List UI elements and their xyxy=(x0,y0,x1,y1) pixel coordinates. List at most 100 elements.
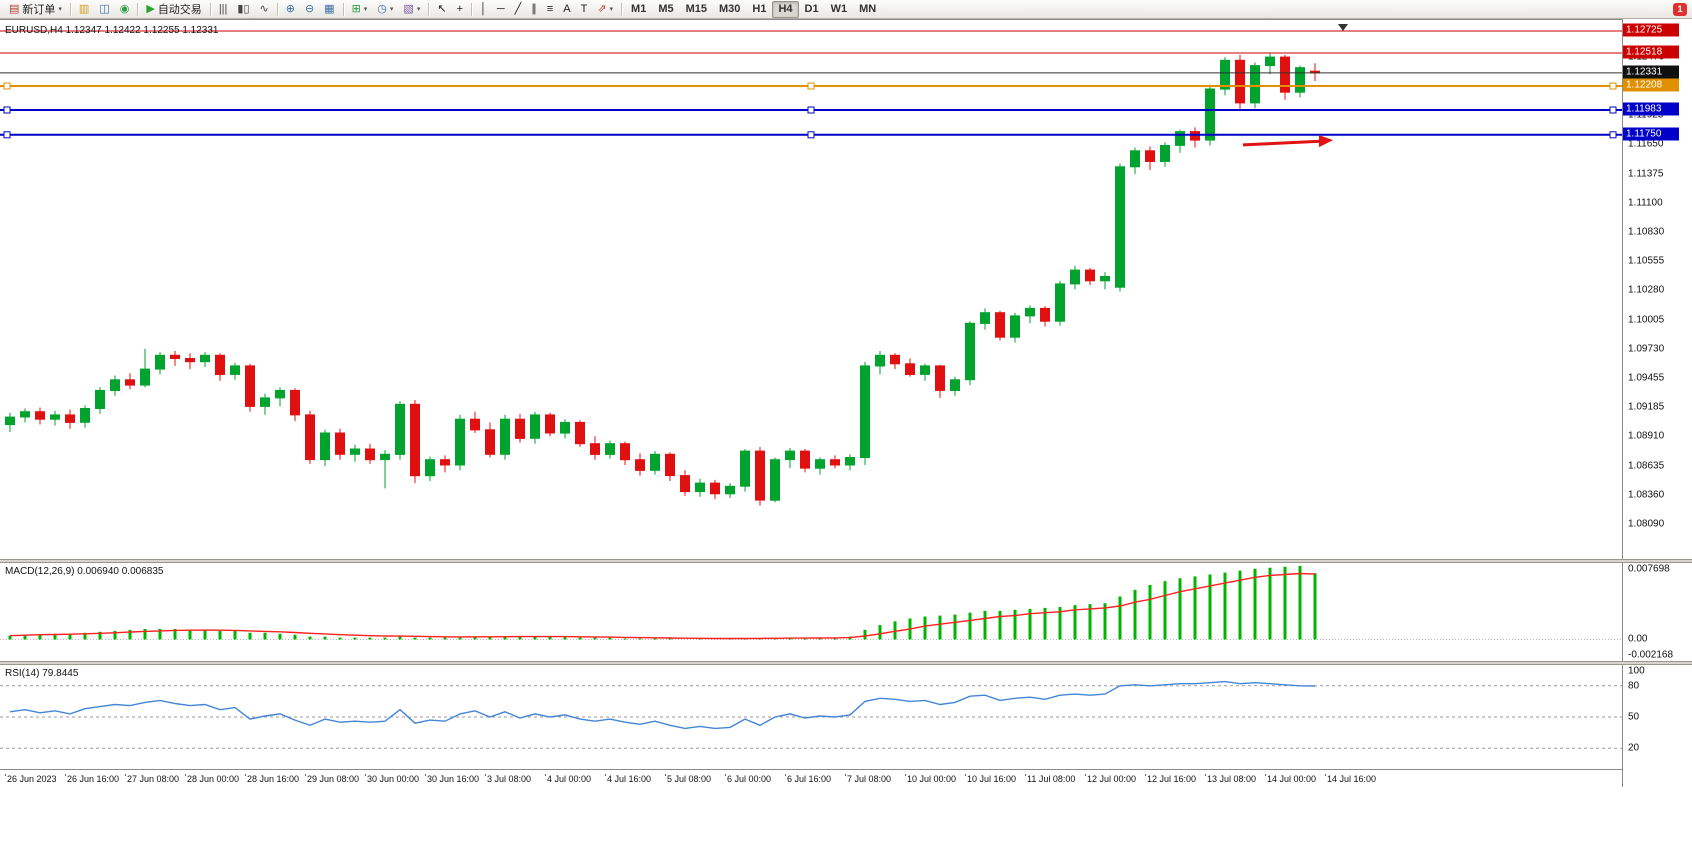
price-tick-label: 1.08360 xyxy=(1628,489,1665,501)
periods-button[interactable]: ◷ ▾ xyxy=(372,1,398,18)
macd-label: MACD(12,26,9) 0.006940 0.006835 xyxy=(5,566,164,577)
price-tick-label: 1.10005 xyxy=(1628,314,1665,326)
timeframe-mn-button[interactable]: MN xyxy=(853,1,882,18)
time-tick-label: 29 Jun 08:00 xyxy=(305,774,360,784)
price-scale[interactable]: 1.124701.121951.119251.116501.113751.111… xyxy=(1622,19,1692,787)
timeframe-h1-button-label: H1 xyxy=(752,3,767,15)
time-tick-label: 28 Jun 16:00 xyxy=(245,774,300,784)
time-tick-label: 13 Jul 08:00 xyxy=(1205,774,1257,784)
line-chart-button[interactable]: ∿ xyxy=(255,1,274,18)
time-tick-label: 12 Jul 16:00 xyxy=(1145,774,1197,784)
zoom-in-button[interactable]: ⊕ xyxy=(281,1,300,18)
timeframe-w1-button[interactable]: W1 xyxy=(825,1,854,18)
tile-windows-button[interactable]: ▦ xyxy=(319,1,339,18)
timeframe-m30-button[interactable]: M30 xyxy=(713,1,746,18)
new-order-button[interactable]: ▤ 新订单 ▾ xyxy=(4,1,67,18)
rsi-tick-label: 50 xyxy=(1628,711,1640,723)
timeframe-m1-button[interactable]: M1 xyxy=(625,1,652,18)
time-tick-label: 28 Jun 00:00 xyxy=(185,774,240,784)
fibonacci-button[interactable]: ≡ xyxy=(542,1,558,18)
time-axis[interactable]: 26 Jun 2023 26 Jun 16:00 27 Jun 08:00 28 Ju… xyxy=(0,769,1622,787)
toolbar-separator xyxy=(471,2,472,16)
cursor-button[interactable]: ↖ xyxy=(432,1,451,18)
periods-icon: ◷ xyxy=(377,2,387,15)
bar-chart-button[interactable]: ||| xyxy=(214,1,233,18)
trendline-icon: ╱ xyxy=(514,2,522,15)
timeframe-m5-button[interactable]: M5 xyxy=(652,1,679,18)
price-tick-label: 1.11650 xyxy=(1628,138,1664,150)
macd-tick-label: -0.002168 xyxy=(1628,649,1674,661)
dropdown-caret-icon[interactable]: ▾ xyxy=(389,6,394,13)
time-tick-label: 26 Jun 16:00 xyxy=(65,774,120,784)
text-label-button[interactable]: T xyxy=(576,1,593,18)
new-order-icon: ▤ xyxy=(9,2,20,15)
symbol-ohlc-label: EURUSD,H4 1.12347 1.12422 1.12255 1.1233… xyxy=(5,25,219,36)
price-tag: 1.12725 xyxy=(1623,23,1679,37)
timeframe-m1-button-label: M1 xyxy=(631,3,647,15)
timeframe-h4-button[interactable]: H4 xyxy=(772,0,799,18)
timeframe-m5-button-label: M5 xyxy=(658,3,674,15)
notification-badge[interactable]: 1 xyxy=(1673,3,1687,16)
price-tick-label: 1.08090 xyxy=(1628,518,1665,530)
timeframe-m30-button-label: M30 xyxy=(719,3,741,15)
zoom-out-button[interactable]: ⊖ xyxy=(300,1,319,18)
crosshair-button[interactable]: + xyxy=(452,1,468,18)
trendline-button[interactable]: ╱ xyxy=(510,1,527,18)
candlestick-canvas xyxy=(0,24,1622,506)
toolbar-separator xyxy=(276,2,278,16)
price-tick-label: 1.10555 xyxy=(1628,255,1665,267)
time-tick-label: 3 Jul 08:00 xyxy=(485,774,532,784)
price-tick-label: 1.08635 xyxy=(1628,460,1665,472)
time-tick-label: 14 Jul 16:00 xyxy=(1325,774,1377,784)
pane-divider[interactable] xyxy=(0,661,1692,665)
rsi-pane[interactable]: RSI(14) 79.8445 xyxy=(0,665,1622,769)
experts-icon: ◉ xyxy=(119,2,130,15)
autotrading-group: ▶ 自动交易 xyxy=(141,0,206,19)
toolbar-separator xyxy=(428,2,430,16)
timeframe-m15-button[interactable]: M15 xyxy=(680,1,713,18)
bar-chart-icon: ||| xyxy=(218,2,228,15)
price-tick-label: 1.11375 xyxy=(1628,168,1664,180)
text-button[interactable]: A xyxy=(558,1,575,18)
rsi-tick-label: 20 xyxy=(1628,742,1640,754)
metaeditor-icon: ◫ xyxy=(99,2,110,15)
indicators-button[interactable]: ⊞ ▾ xyxy=(347,1,373,18)
charts-button[interactable]: ▥ xyxy=(74,1,94,18)
rsi-canvas xyxy=(0,680,1622,749)
equidistant-channel-button[interactable]: ∥ xyxy=(526,1,542,18)
text-icon: A xyxy=(563,2,571,15)
text-label-icon: T xyxy=(580,2,588,15)
time-tick-label: 10 Jul 00:00 xyxy=(905,774,957,784)
dropdown-caret-icon[interactable]: ▾ xyxy=(609,6,614,13)
horizontal-line-icon: ─ xyxy=(496,2,505,15)
dropdown-caret-icon[interactable]: ▾ xyxy=(363,6,368,13)
tile-windows-icon: ▦ xyxy=(324,2,335,15)
timeframe-mn-button-label: MN xyxy=(859,3,877,15)
autotrading-button[interactable]: ▶ 自动交易 xyxy=(141,1,206,18)
main-chart-pane[interactable]: EURUSD,H4 1.12347 1.12422 1.12255 1.1233… xyxy=(0,19,1622,559)
timeframe-h1-button[interactable]: H1 xyxy=(746,1,772,18)
time-tick-label: 6 Jul 16:00 xyxy=(785,774,832,784)
toolbar-separator xyxy=(69,2,71,16)
timeframe-h4-button-label: H4 xyxy=(778,3,793,15)
price-tick-label: 1.10280 xyxy=(1628,284,1665,296)
timeframe-d1-button[interactable]: D1 xyxy=(799,1,825,18)
dropdown-caret-icon[interactable]: ▾ xyxy=(58,6,62,13)
macd-canvas xyxy=(0,565,1622,640)
toolbar-separator xyxy=(342,2,344,16)
horizontal-line-button[interactable]: ─ xyxy=(492,1,510,18)
candlestick-chart-button[interactable]: ▮▯ xyxy=(232,1,254,18)
metaeditor-button[interactable]: ◫ xyxy=(94,1,114,18)
vertical-line-icon: │ xyxy=(480,2,487,15)
experts-button[interactable]: ◉ xyxy=(115,1,135,18)
time-tick-label: 27 Jun 08:00 xyxy=(125,774,180,784)
vertical-line-button[interactable]: │ xyxy=(475,1,492,18)
arrows-button[interactable]: ⇗ ▾ xyxy=(592,1,618,18)
pane-divider[interactable] xyxy=(0,559,1692,563)
price-tick-label: 1.11100 xyxy=(1628,197,1663,209)
templates-button[interactable]: ▧ ▾ xyxy=(398,1,425,18)
dropdown-caret-icon[interactable]: ▾ xyxy=(416,6,421,13)
macd-pane[interactable]: MACD(12,26,9) 0.006940 0.006835 xyxy=(0,563,1622,661)
rsi-tick-label: 100 xyxy=(1628,665,1645,677)
